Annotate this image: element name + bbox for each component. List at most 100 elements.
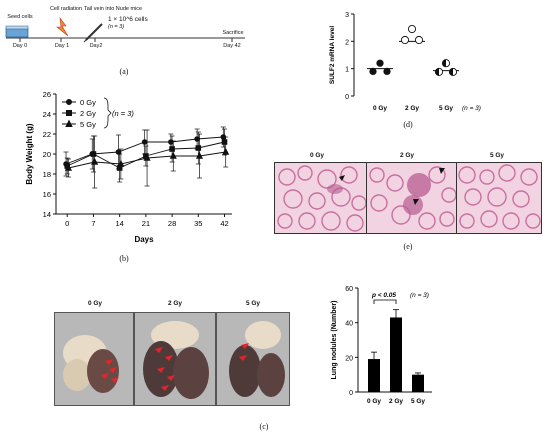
histology-tissue	[275, 163, 367, 233]
lung-photo-0gy	[54, 312, 134, 406]
body-weight-chart: 14 16 18 20 22 24 26 0 7 14 21 28 35 42 Days Body Weigh…	[25, 90, 232, 244]
data-point	[143, 153, 151, 161]
nodule-arrows	[101, 359, 119, 383]
timeline-graphic	[5, 16, 245, 43]
data-point	[195, 151, 204, 159]
lung-specimen	[143, 321, 209, 399]
y-tick-label: 60	[345, 286, 353, 293]
dish-icon	[5, 25, 29, 38]
data-point	[91, 157, 99, 165]
data-point	[141, 139, 148, 145]
data-point	[383, 67, 391, 75]
data-point	[168, 139, 174, 145]
data-point	[64, 163, 72, 171]
data-point	[90, 151, 97, 157]
legend-marker	[65, 119, 73, 127]
bar-0gy	[368, 359, 380, 392]
sulf2-chart: 0 1 2 3 SULF2 mRNA level 0 Gy 2 Gy 5 Gy (n = 3)	[329, 12, 481, 112]
data-point	[448, 67, 458, 76]
y-tick-label: 40	[345, 321, 353, 328]
nodule-arrows	[239, 343, 249, 361]
x-tick-label: 2 Gy	[405, 105, 419, 112]
day0-label: Day 0	[12, 43, 28, 49]
note: (n = 3)	[462, 105, 481, 112]
data-point	[400, 35, 410, 45]
data-point	[194, 136, 200, 142]
lung-photo-2gy	[134, 312, 216, 406]
x-tick-label: 0 Gy	[367, 398, 381, 405]
x-tick-label: 14	[115, 219, 123, 228]
day2-label: Day2	[89, 43, 103, 49]
significance-bracket	[373, 299, 397, 304]
panel-a-label: (a)	[119, 67, 129, 76]
histology-image-2gy	[366, 162, 458, 234]
lung-nodules-chart: 0 20 40 60 Lung nodules (Number) 0 Gy 2 Gy 5 Gy…	[331, 286, 432, 405]
day1-label: Day 1	[54, 43, 70, 49]
cells-text: 1 × 10^6 cells	[108, 16, 148, 23]
group-0gy	[367, 59, 393, 75]
data-point	[117, 159, 125, 167]
legend-marker	[66, 98, 73, 105]
x-tick-label: 28	[168, 219, 176, 228]
y-tick-label: 20	[345, 355, 353, 362]
y-tick-label: 0	[349, 390, 353, 397]
step-radiation-title: Cell radiation	[49, 6, 83, 12]
legend-marker	[66, 109, 73, 116]
group-5gy	[433, 59, 459, 76]
data-point	[169, 146, 175, 152]
step-seed-title: Seed cells	[7, 14, 33, 20]
panel-b-label: (b)	[119, 254, 129, 263]
data-point	[222, 147, 230, 155]
timeline-panel: Seed cells Cell radiation Tail vein into…	[0, 0, 250, 75]
histology-tissue	[367, 163, 457, 233]
step-sacrifice-title: Sacrifice	[222, 30, 244, 36]
y-tick-label: 0	[345, 94, 349, 101]
y-tick-label: 26	[43, 90, 51, 99]
panel-c-label: (c)	[259, 422, 269, 431]
y-axis-title: Lung nodules (Number)	[331, 301, 338, 380]
x-tick-label: 0	[65, 219, 69, 228]
histology-tissue	[457, 163, 541, 233]
y-axis-title: SULF2 mRNA level	[329, 26, 336, 84]
legend-label: 2 Gy	[80, 109, 96, 118]
legend-brace	[103, 97, 112, 129]
series-5gy	[64, 129, 230, 189]
histo-label-0gy: 0 Gy	[309, 152, 325, 159]
photo-label-2gy: 2 Gy	[167, 300, 183, 307]
syringe-icon	[83, 23, 103, 43]
data-point	[221, 139, 228, 145]
point-half-fill	[442, 59, 446, 67]
x-tick-label: 7	[91, 219, 95, 228]
lung-photo-5gy	[216, 312, 290, 406]
x-axis-title: Days	[134, 235, 154, 244]
step-injection-title: Tail vein into Nude mice	[84, 6, 143, 12]
bar-5gy	[412, 374, 424, 392]
data-point	[376, 59, 384, 67]
histo-label-2gy: 2 Gy	[399, 152, 415, 159]
x-tick-label: 21	[142, 219, 150, 228]
x-tick-label: 42	[220, 219, 228, 228]
data-point	[407, 24, 417, 34]
note: (n = 3)	[410, 292, 429, 299]
nodule-arrows	[155, 347, 175, 391]
series-0gy	[63, 126, 227, 177]
histo-label-5gy: 5 Gy	[489, 152, 505, 159]
bar-2gy	[390, 317, 402, 392]
data-point	[169, 151, 177, 159]
x-tick-label: 2 Gy	[389, 398, 403, 405]
x-tick-label: 0 Gy	[373, 105, 387, 112]
group-2gy	[399, 24, 425, 45]
data-point	[369, 67, 377, 75]
photo-label-5gy: 5 Gy	[245, 300, 261, 307]
p-value-annotation: p < 0.05	[371, 292, 396, 299]
y-tick-label: 20	[43, 150, 51, 159]
panel-d-label: (d)	[403, 120, 413, 129]
data-point	[414, 35, 424, 45]
y-tick-label: 1	[345, 67, 349, 74]
y-tick-label: 16	[43, 190, 51, 199]
histology-image-5gy	[456, 162, 542, 234]
data-point	[434, 67, 444, 76]
legend-label: 0 Gy	[80, 98, 96, 107]
y-tick-label: 14	[43, 210, 51, 219]
cells-n-text: (n = 3)	[108, 24, 125, 30]
